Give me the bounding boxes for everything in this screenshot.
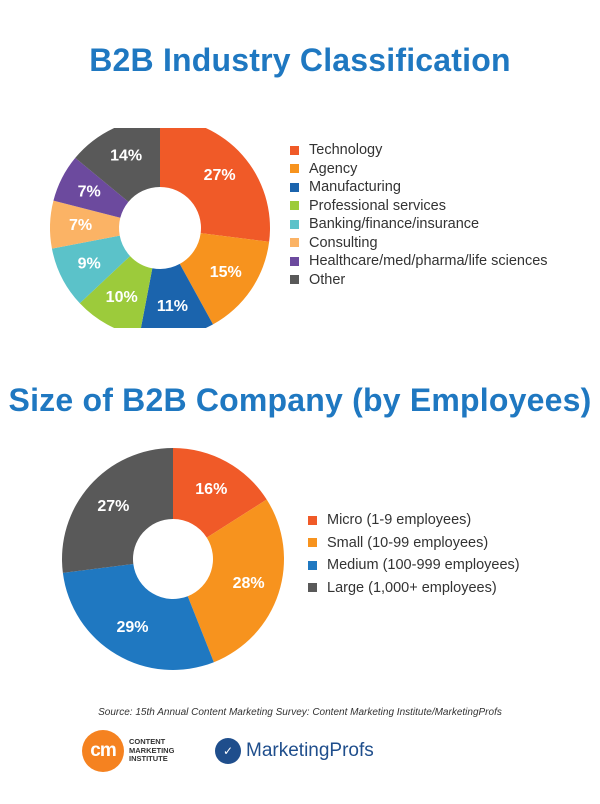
slice-label-consulting: 7% (69, 217, 92, 234)
legend-label: Technology (309, 142, 383, 159)
legend-swatch (290, 182, 299, 192)
legend-label: Healthcare/med/pharma/life sciences (309, 253, 548, 270)
industry-legend-item-banking-finance-insurance: Banking/finance/insurance (290, 215, 548, 234)
industry-legend-item-professional-services: Professional services (290, 197, 548, 216)
slice-label-micro-1-9-employees: 16% (195, 481, 227, 498)
slice-label-small-10-99-employees: 28% (233, 575, 265, 592)
legend-label: Small (10-99 employees) (327, 534, 489, 551)
slice-banking-finance-insurance (51, 235, 131, 304)
legend-label: Professional services (309, 197, 446, 214)
legend-swatch (308, 515, 317, 525)
slice-label-large-1-000-employees: 27% (97, 498, 129, 515)
legend-swatch (290, 201, 299, 211)
legend-label: Other (309, 271, 346, 288)
legend-swatch (290, 256, 299, 266)
legend-swatch (290, 238, 299, 248)
legend-label: Banking/finance/insurance (309, 216, 480, 233)
cmi-logo: cm CONTENT MARKETING INSTITUTE (82, 730, 189, 772)
legend-industry: Technology Agency Manufacturing Professiona… (290, 141, 548, 289)
chart-title-industry: B2B Industry Classification (89, 42, 511, 78)
slice-other (75, 128, 160, 202)
legend-label: Large (1,000+ employees) (327, 579, 497, 596)
cmi-logo-icon: cm (82, 730, 124, 772)
footer-logos: cm CONTENT MARKETING INSTITUTE ✓ Marketi… (82, 730, 374, 772)
donut-chart-size: 16% 28% 29% 27% (61, 448, 284, 670)
legend-swatch (308, 538, 317, 548)
legend-label: Medium (100-999 employees) (327, 557, 520, 574)
chart-title-size: Size of B2B Company (by Employees) (8, 382, 592, 418)
slice-large-1-000-employees (61, 448, 173, 573)
cmi-logo-text: CONTENT MARKETING INSTITUTE (129, 737, 175, 764)
slice-micro-1-9-employees (173, 448, 267, 538)
slice-label-medium-100-999-employees: 29% (117, 619, 149, 636)
marketingprofs-logo-text: MarketingProfs (246, 740, 374, 761)
slice-label-professional-services: 10% (106, 289, 138, 306)
industry-legend-item-other: Other (290, 271, 548, 290)
legend-swatch (308, 560, 317, 570)
slice-professional-services (79, 256, 153, 328)
legend-swatch (290, 275, 299, 285)
slice-label-banking-finance-insurance: 9% (78, 256, 101, 273)
legend-label: Agency (309, 160, 358, 177)
slice-manufacturing (140, 263, 213, 328)
slice-label-healthcare-med-pharma-life-sciences: 7% (78, 183, 101, 200)
slice-label-agency: 15% (210, 264, 242, 281)
donut-chart-industry: 27% 15% 11% 10% 9% 7% 7% 14% (50, 128, 270, 328)
slice-agency (179, 233, 270, 325)
legend-swatch (308, 583, 317, 593)
slice-consulting (50, 200, 121, 249)
marketingprofs-logo-icon: ✓ (215, 738, 241, 764)
size-legend-item-micro-1-9-employees: Micro (1-9 employees) (308, 509, 520, 532)
industry-legend-item-consulting: Consulting (290, 234, 548, 253)
industry-legend-item-healthcare-med-pharma-life-sciences: Healthcare/med/pharma/life sciences (290, 252, 548, 271)
donut-hole (133, 519, 213, 599)
legend-swatch (290, 145, 299, 155)
legend-label: Manufacturing (309, 179, 401, 196)
industry-legend-item-manufacturing: Manufacturing (290, 178, 548, 197)
legend-label: Consulting (309, 234, 378, 251)
slice-healthcare-med-pharma-life-sciences (53, 157, 129, 218)
slice-label-technology: 27% (204, 167, 236, 184)
slice-small-10-99-employees (187, 499, 284, 663)
size-legend-item-large-1-000-employees: Large (1,000+ employees) (308, 577, 520, 600)
legend-swatch (290, 164, 299, 174)
size-legend-item-small-10-99-employees: Small (10-99 employees) (308, 532, 520, 555)
legend-size: Micro (1-9 employees) Small (10-99 employ… (308, 509, 520, 599)
industry-legend-item-agency: Agency (290, 160, 548, 179)
slice-technology (160, 128, 270, 242)
slice-medium-100-999-employees (62, 564, 214, 670)
marketingprofs-logo: ✓ MarketingProfs (215, 738, 374, 764)
donut-hole (119, 187, 201, 269)
slice-label-other: 14% (110, 148, 142, 165)
industry-legend-item-technology: Technology (290, 141, 548, 160)
source-note: Source: 15th Annual Content Marketing Su… (98, 707, 502, 718)
legend-label: Micro (1-9 employees) (327, 512, 472, 529)
slice-label-manufacturing: 11% (157, 298, 188, 315)
legend-swatch (290, 219, 299, 229)
size-legend-item-medium-100-999-employees: Medium (100-999 employees) (308, 554, 520, 577)
